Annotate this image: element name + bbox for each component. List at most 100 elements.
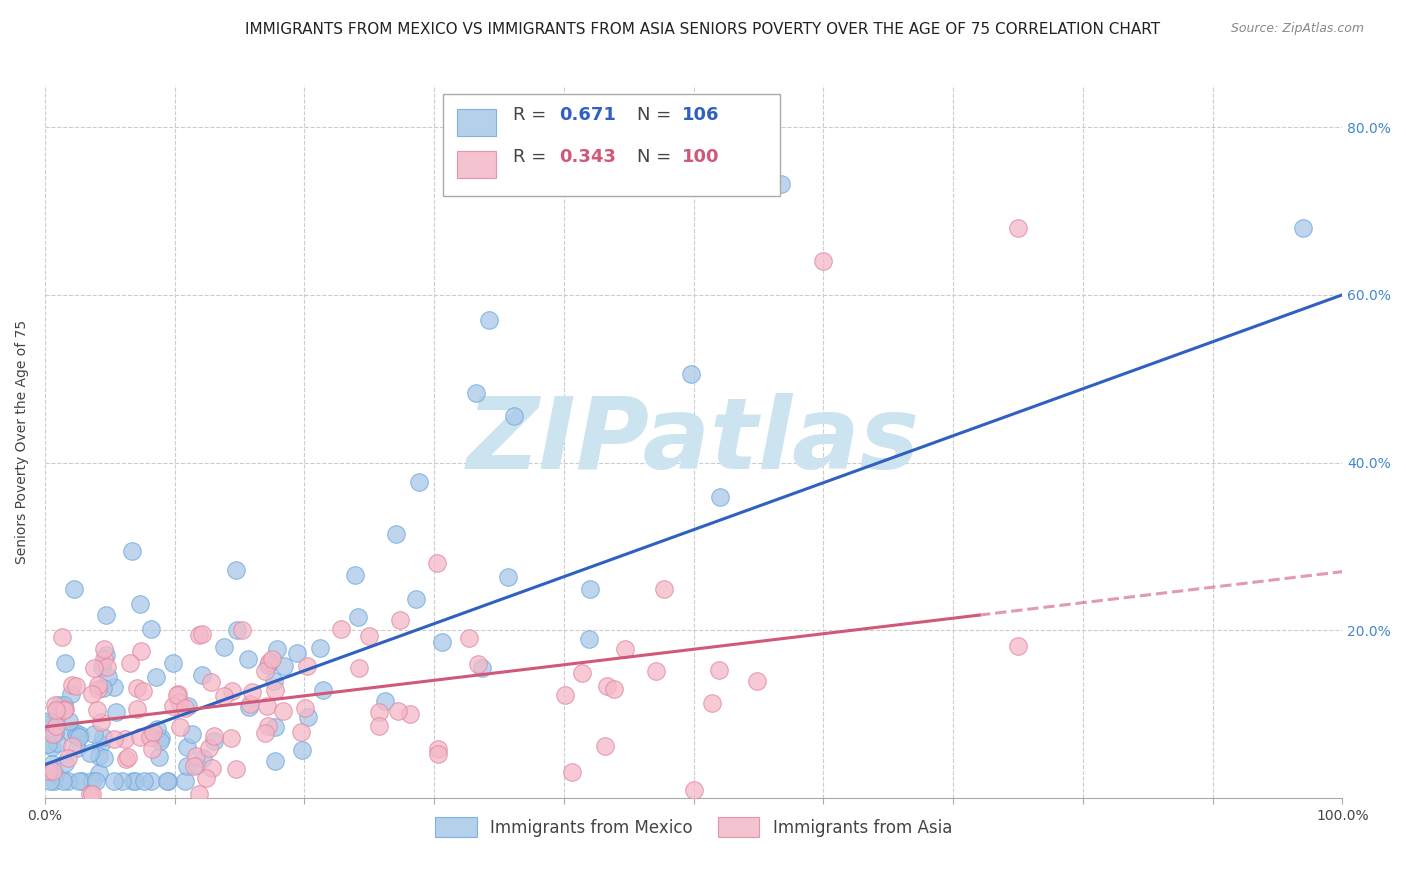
Point: [187, 787, 209, 801]
Point: [1007, 220, 1029, 235]
Text: R =: R =: [513, 148, 553, 166]
Point: [602, 681, 624, 696]
Point: [176, 759, 198, 773]
Point: [471, 661, 494, 675]
Point: [145, 670, 167, 684]
Point: [87, 682, 110, 697]
Point: [87, 677, 110, 691]
Point: [124, 774, 146, 789]
Point: [225, 623, 247, 637]
Point: [149, 731, 172, 746]
Point: [578, 632, 600, 646]
Point: [266, 641, 288, 656]
Point: [181, 727, 204, 741]
Point: [359, 629, 381, 643]
Point: [60, 678, 83, 692]
Point: [148, 750, 170, 764]
Point: [93, 642, 115, 657]
Point: [37, 764, 59, 778]
Point: [384, 526, 406, 541]
Point: [67, 774, 90, 789]
Point: [93, 751, 115, 765]
Point: [183, 759, 205, 773]
Point: [83, 661, 105, 675]
Point: [263, 755, 285, 769]
Point: [554, 688, 576, 702]
Point: [769, 177, 792, 191]
Point: [174, 700, 197, 714]
Point: [166, 688, 188, 702]
Point: [188, 628, 211, 642]
Point: [134, 774, 156, 789]
Point: [1292, 220, 1315, 235]
Text: N =: N =: [637, 148, 676, 166]
Point: [51, 630, 73, 644]
Point: [430, 635, 453, 649]
Point: [91, 681, 114, 696]
Point: [467, 657, 489, 672]
Point: [654, 582, 676, 597]
Text: IMMIGRANTS FROM MEXICO VS IMMIGRANTS FROM ASIA SENIORS POVERTY OVER THE AGE OF 7: IMMIGRANTS FROM MEXICO VS IMMIGRANTS FRO…: [246, 22, 1160, 37]
Point: [93, 651, 115, 665]
Point: [173, 774, 195, 789]
Point: [63, 582, 86, 596]
Point: [202, 734, 225, 748]
Point: [595, 739, 617, 754]
Point: [197, 740, 219, 755]
Point: [45, 719, 67, 733]
Point: [41, 726, 63, 740]
Point: [329, 622, 352, 636]
Point: [219, 731, 242, 745]
Point: [121, 543, 143, 558]
Point: [253, 664, 276, 678]
Point: [271, 704, 294, 718]
Point: [105, 705, 128, 719]
Point: [66, 741, 89, 756]
Point: [613, 641, 636, 656]
Text: N =: N =: [637, 106, 676, 124]
Point: [80, 687, 103, 701]
Point: [53, 756, 76, 770]
Point: [343, 567, 366, 582]
Point: [122, 774, 145, 789]
Point: [70, 774, 93, 789]
Point: [44, 726, 66, 740]
Point: [347, 609, 370, 624]
Point: [169, 720, 191, 734]
Point: [45, 703, 67, 717]
Point: [141, 774, 163, 789]
Point: [103, 732, 125, 747]
Point: [128, 731, 150, 745]
Point: [120, 657, 142, 671]
Point: [312, 683, 335, 698]
Point: [167, 687, 190, 701]
Point: [42, 764, 65, 779]
Point: [257, 655, 280, 669]
Point: [91, 730, 114, 744]
Point: [132, 683, 155, 698]
Point: [408, 475, 430, 490]
Point: [52, 703, 75, 717]
Point: [1007, 639, 1029, 653]
Point: [478, 313, 501, 327]
Point: [231, 623, 253, 637]
Point: [96, 648, 118, 662]
Point: [176, 739, 198, 754]
Point: [177, 699, 200, 714]
Point: [139, 622, 162, 636]
Point: [142, 725, 165, 739]
Point: [139, 730, 162, 744]
Point: [141, 742, 163, 756]
Point: [162, 699, 184, 714]
Point: [347, 660, 370, 674]
Text: 100: 100: [682, 148, 720, 166]
Point: [38, 714, 60, 728]
Point: [273, 659, 295, 673]
Text: Source: ZipAtlas.com: Source: ZipAtlas.com: [1230, 22, 1364, 36]
Point: [290, 724, 312, 739]
Point: [297, 710, 319, 724]
Point: [426, 741, 449, 756]
Point: [194, 771, 217, 785]
Point: [60, 739, 83, 754]
Point: [239, 698, 262, 712]
